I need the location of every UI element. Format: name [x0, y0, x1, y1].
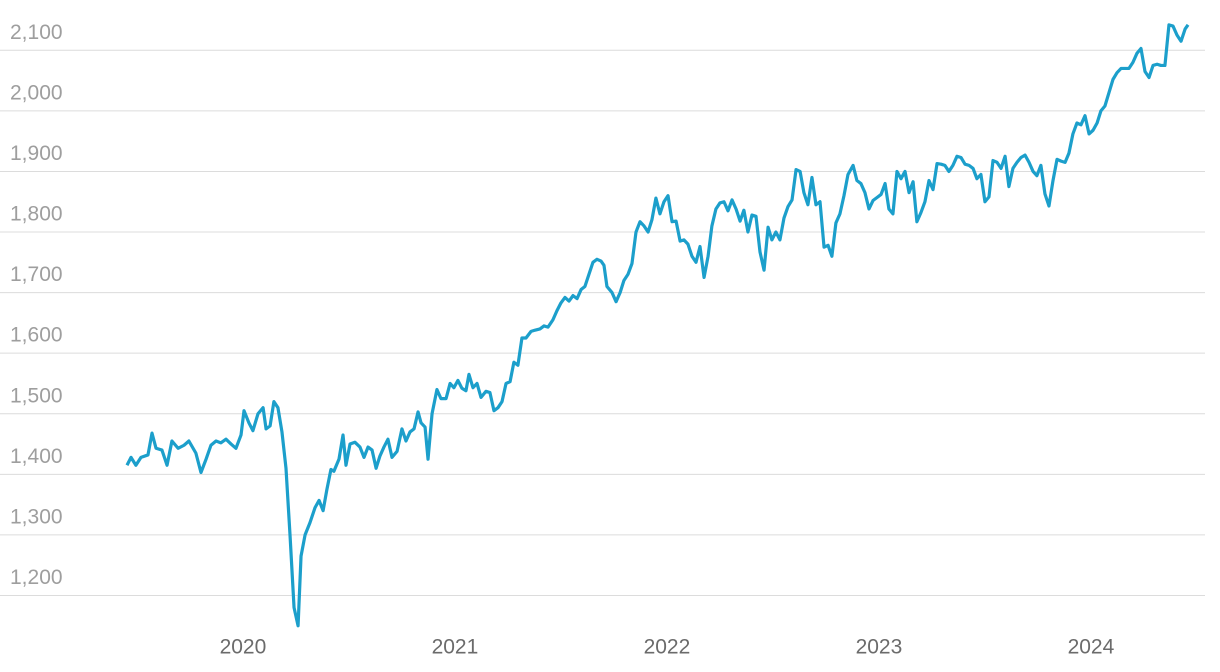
x-tick-label: 2020	[220, 636, 267, 659]
x-tick-label: 2021	[432, 636, 479, 659]
data-line	[125, 23, 1190, 628]
y-tick-label: 2,100	[10, 21, 63, 44]
y-tick-label: 1,200	[10, 566, 63, 589]
y-tick-label: 1,500	[10, 384, 63, 407]
y-tick-label: 1,400	[10, 445, 63, 468]
y-tick-label: 1,300	[10, 505, 63, 528]
y-tick-label: 1,800	[10, 203, 63, 226]
y-tick-label: 2,000	[10, 81, 63, 104]
y-tick-label: 1,700	[10, 263, 63, 286]
x-tick-label: 2024	[1068, 636, 1115, 659]
x-tick-label: 2022	[644, 636, 691, 659]
x-tick-label: 2023	[856, 636, 903, 659]
y-tick-label: 1,900	[10, 142, 63, 165]
y-tick-label: 1,600	[10, 324, 63, 347]
